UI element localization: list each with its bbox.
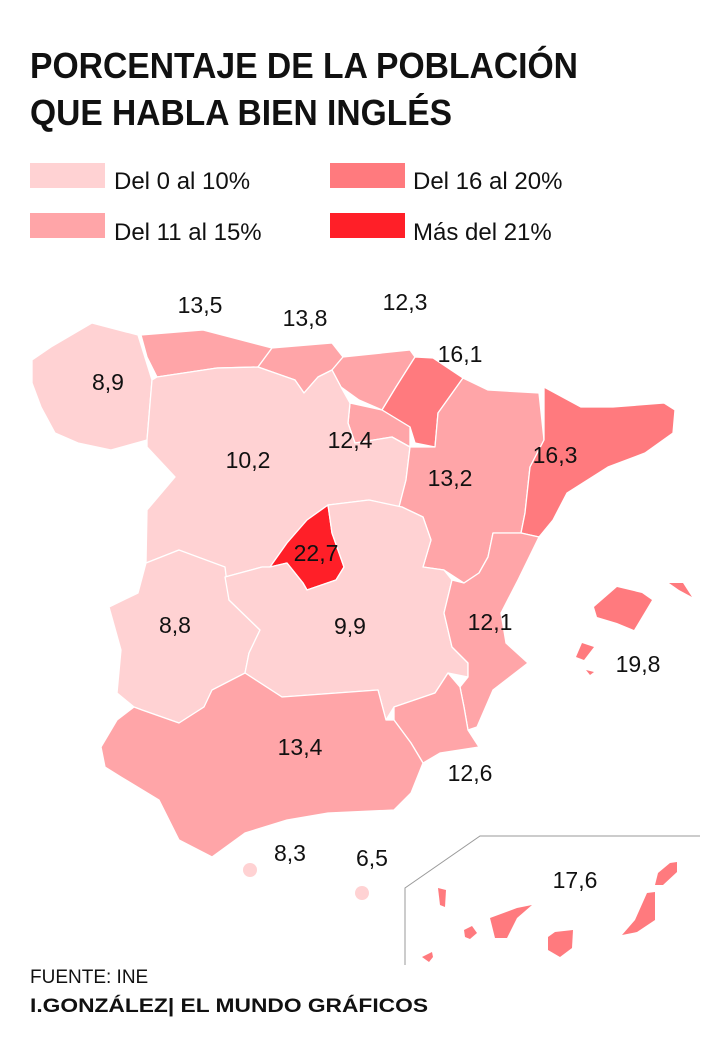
- region-shape-canarias-7: [655, 862, 677, 885]
- region-melilla: [355, 886, 369, 900]
- value-label-murcia: 12,6: [448, 760, 493, 786]
- value-label-madrid: 22,7: [294, 540, 339, 566]
- title-line-2: QUE HABLA BIEN INGLÉS: [30, 92, 452, 133]
- map-regions: [31, 322, 692, 962]
- value-label-extremadura: 8,8: [159, 612, 191, 638]
- region-baleares: [576, 583, 692, 675]
- region-galicia: [31, 322, 153, 451]
- value-label-castilla-la-mancha: 9,9: [334, 613, 366, 639]
- value-label-baleares: 19,8: [616, 651, 661, 677]
- legend-label-21-plus: Más del 21%: [413, 219, 552, 246]
- canary-inset-frame: [404, 835, 700, 965]
- value-label-la-rioja: 12,4: [328, 427, 373, 453]
- region-ceuta: [243, 863, 257, 877]
- title-line-1: PORCENTAJE DE LA POBLACIÓN: [30, 44, 578, 86]
- legend: Del 0 al 10% Del 11 al 15% Del 16 al 20%…: [30, 163, 562, 246]
- region-shape-canarias-6: [622, 892, 655, 935]
- legend-swatch-11-15: [30, 213, 105, 238]
- region-cataluna: [520, 386, 676, 538]
- region-shape-cataluna: [520, 386, 676, 538]
- region-shape-ceuta: [243, 863, 257, 877]
- value-label-asturias: 13,5: [178, 292, 223, 318]
- value-label-navarra: 16,1: [438, 341, 483, 367]
- region-shape-murcia: [393, 672, 480, 764]
- region-shape-canarias-5: [548, 930, 573, 957]
- value-label-canarias: 17,6: [553, 867, 598, 893]
- region-shape-galicia: [31, 322, 153, 451]
- value-label-ceuta: 8,3: [274, 840, 306, 866]
- legend-swatch-16-20: [330, 163, 405, 188]
- value-label-cantabria: 13,8: [283, 305, 328, 331]
- region-shape-melilla: [355, 886, 369, 900]
- map-value-labels: 8,9 13,5 13,8 12,3 16,1 12,4 10,2 13,2 16,3 22,7 8…: [92, 289, 660, 893]
- value-label-galicia: 8,9: [92, 369, 124, 395]
- value-label-pais-vasco: 12,3: [383, 289, 428, 315]
- region-canarias: [422, 862, 677, 962]
- region-shape-canarias-3: [464, 926, 477, 939]
- legend-label-16-20: Del 16 al 20%: [413, 168, 562, 195]
- region-shape-andalucia: [100, 672, 424, 858]
- region-shape-canarias-4: [490, 905, 532, 938]
- legend-label-0-10: Del 0 al 10%: [114, 168, 250, 195]
- region-shape-baleares-1: [594, 587, 652, 630]
- region-shape-navarra: [381, 356, 464, 448]
- value-label-andalucia: 13,4: [278, 734, 323, 760]
- region-shape-baleares-2: [669, 583, 692, 597]
- value-label-castilla-y-leon: 10,2: [226, 447, 271, 473]
- region-shape-baleares-3: [576, 643, 594, 660]
- region-shape-baleares-4: [586, 670, 594, 675]
- legend-swatch-21-plus: [330, 213, 405, 238]
- value-label-cataluna: 16,3: [533, 442, 578, 468]
- legend-label-11-15: Del 11 al 15%: [114, 219, 262, 246]
- value-label-comunidad-valenciana: 12,1: [468, 609, 513, 635]
- region-shape-canarias-1: [422, 952, 433, 962]
- source-note: FUENTE: INE: [30, 967, 148, 988]
- region-andalucia: [100, 672, 424, 858]
- value-label-aragon: 13,2: [428, 465, 473, 491]
- region-shape-canarias-2: [438, 888, 446, 907]
- value-label-melilla: 6,5: [356, 845, 388, 871]
- legend-swatch-0-10: [30, 163, 105, 188]
- region-murcia: [393, 672, 480, 764]
- credit-line: I.GONZÁLEZ| EL MUNDO GRÁFICOS: [30, 995, 428, 1017]
- region-navarra: [381, 356, 464, 448]
